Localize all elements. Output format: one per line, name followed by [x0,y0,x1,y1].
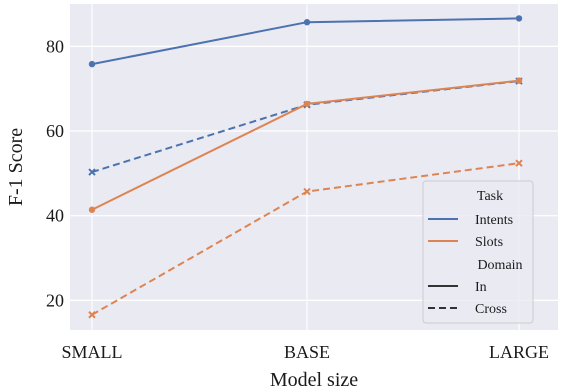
legend-label-in: In [475,280,487,295]
x-tick-label: BASE [284,342,330,362]
series-slots-in [88,77,523,213]
x-tick-label: LARGE [489,342,549,362]
y-tick-label: 60 [46,121,64,141]
y-tick-label: 40 [46,206,64,226]
data-point [88,168,96,176]
legend: Task Intents Slots Domain In Cross [422,180,534,324]
legend-label-cross: Cross [475,302,507,317]
y-tick-label: 20 [46,290,64,310]
data-point [515,159,523,167]
series-group [88,15,523,319]
legend-title-task: Task [477,189,503,204]
data-point [515,15,523,22]
x-tick-labels: SMALL BASE LARGE [61,342,549,362]
legend-box [422,180,534,324]
legend-label-slots: Slots [475,235,503,250]
y-axis-title: F-1 Score [5,128,27,206]
data-point [303,187,311,196]
legend-title-domain: Domain [477,258,522,273]
data-point [88,60,96,68]
data-point [515,77,523,84]
data-point [88,206,96,213]
x-tick-label: SMALL [61,342,122,362]
data-point [303,19,311,26]
series-intents-in [88,15,523,68]
data-point [303,100,311,108]
series-slots-cross [88,159,523,319]
y-tick-label: 80 [46,36,64,56]
data-point [88,311,96,319]
legend-label-intents: Intents [475,213,513,228]
x-axis-title: Model size [270,369,358,391]
y-tick-labels: 20 40 60 80 [46,36,64,310]
